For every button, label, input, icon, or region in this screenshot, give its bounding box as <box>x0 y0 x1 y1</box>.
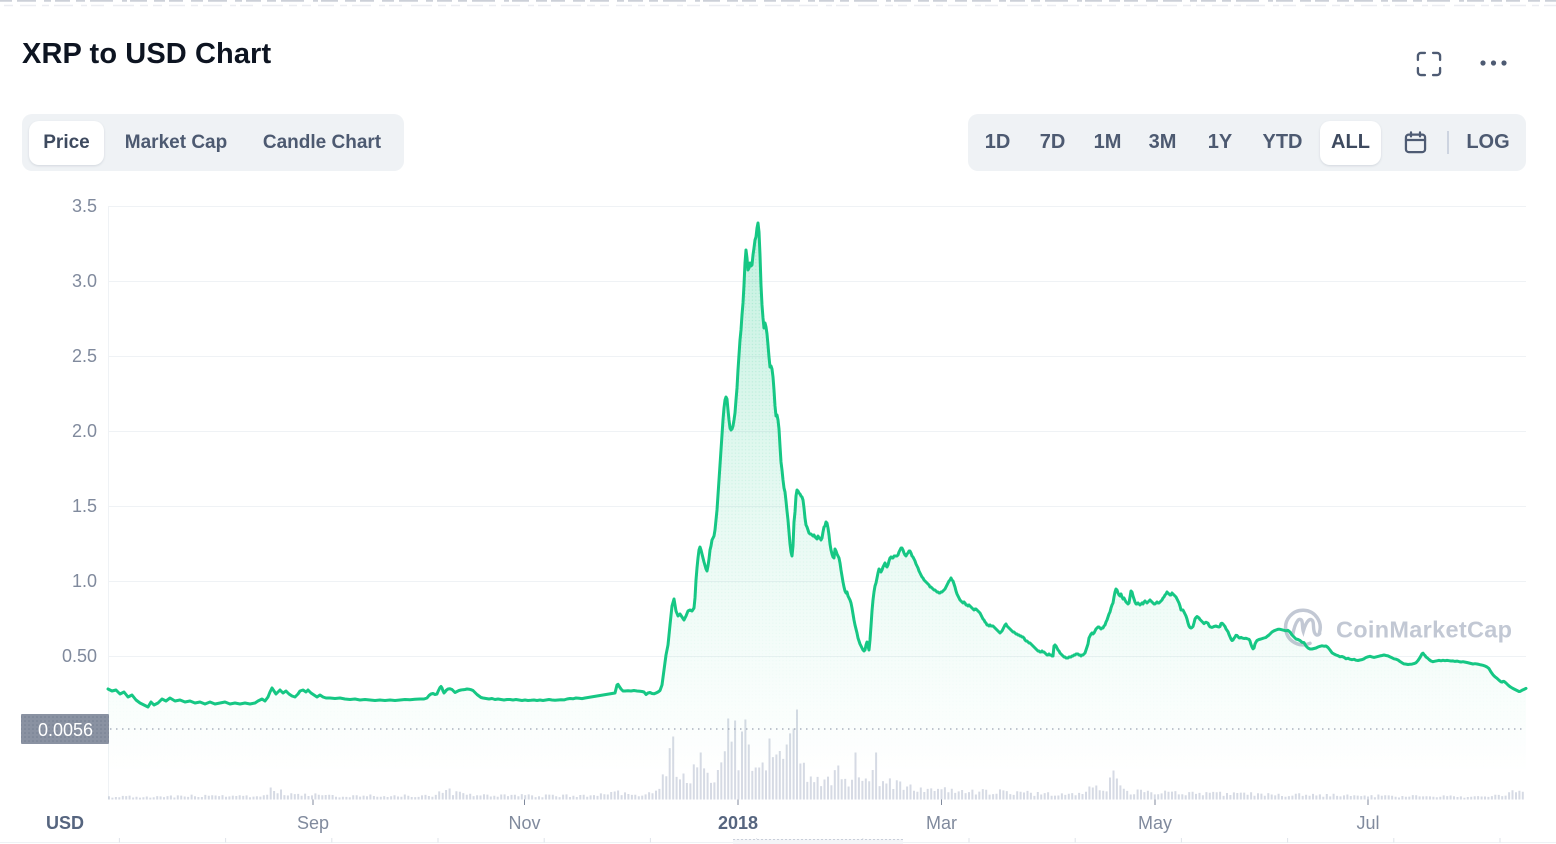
svg-text:2.0: 2.0 <box>72 421 97 441</box>
svg-text:CoinMarketCap: CoinMarketCap <box>1336 617 1512 643</box>
svg-text:0.50: 0.50 <box>62 646 97 666</box>
svg-text:2018: 2018 <box>718 813 758 833</box>
svg-text:3.5: 3.5 <box>72 196 97 216</box>
svg-text:Nov: Nov <box>508 813 540 833</box>
svg-text:May: May <box>1138 813 1172 833</box>
svg-text:2.5: 2.5 <box>72 346 97 366</box>
svg-text:Mar: Mar <box>926 813 957 833</box>
svg-text:USD: USD <box>46 813 84 833</box>
svg-text:Jul: Jul <box>1356 813 1379 833</box>
svg-text:1.0: 1.0 <box>72 571 97 591</box>
svg-text:Sep: Sep <box>297 813 329 833</box>
svg-text:3.0: 3.0 <box>72 271 97 291</box>
svg-text:1.5: 1.5 <box>72 496 97 516</box>
svg-text:0.0056: 0.0056 <box>38 720 93 740</box>
